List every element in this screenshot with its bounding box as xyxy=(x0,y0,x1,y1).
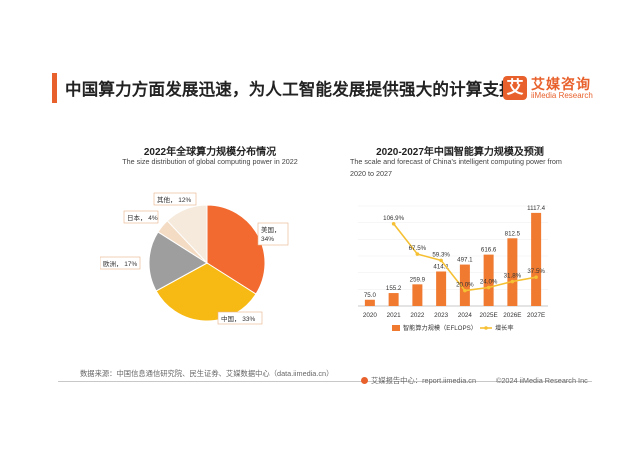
bar xyxy=(388,293,399,306)
brand-logo-icon: 艾 xyxy=(503,76,527,100)
bar-chart-title: 2020-2027年中国智能算力规模及预测 xyxy=(376,147,544,158)
line-point xyxy=(391,221,396,226)
line-value-label: 67.5% xyxy=(409,245,427,252)
x-tick-label: 2025E xyxy=(480,312,498,319)
bar-value-label: 75.0 xyxy=(364,292,377,299)
x-tick-label: 2020 xyxy=(363,312,378,319)
pie-chart-title: 2022年全球算力规模分布情况 xyxy=(143,147,277,158)
bar-chart-subtitle: The scale and forecast of China's intell… xyxy=(350,157,562,178)
brand-name-en: iiMedia Research xyxy=(531,91,593,100)
pie-label: 中国， 33% xyxy=(217,311,263,325)
bar-value-label: 497.1 xyxy=(457,257,473,264)
line-point xyxy=(463,288,467,293)
x-tick-label: 2023 xyxy=(434,312,449,319)
footer-divider xyxy=(58,381,592,382)
bar xyxy=(507,238,518,306)
line-point xyxy=(486,285,491,290)
pie-chart-subtitle: The size distribution of global computin… xyxy=(122,157,298,166)
svg-text:34%: 34% xyxy=(261,236,274,243)
x-tick-label: 2021 xyxy=(387,312,402,319)
pie-chart: 美国， 34% 中国， 33% 欧洲， 17% 日本， 4% 其他， 12% xyxy=(100,192,289,325)
pie-label: 日本， 4% xyxy=(123,210,159,224)
x-tick-label: 2027E xyxy=(527,312,545,319)
pie-label: 其他， 12% xyxy=(153,192,197,206)
x-tick-label: 2026E xyxy=(503,312,521,319)
legend-line-label: 增长率 xyxy=(495,324,514,332)
bar-line-chart: 75.0 2020 155.2 2021 259.9 2022 414.1 2023 497.1… xyxy=(358,205,548,332)
bar-value-label: 259.9 xyxy=(410,276,426,283)
legend: 智能算力规模（EFLOPS） 增长率 xyxy=(392,324,514,332)
line-value-label: 106.9% xyxy=(383,215,404,222)
report-center-link[interactable]: 艾媒报告中心：report.iimedia.cn xyxy=(361,376,476,386)
page-title: 中国算力方面发展迅速，为人工智能发展提供强大的计算支持 xyxy=(65,81,516,99)
legend-bar-swatch xyxy=(392,325,400,331)
svg-text:欧洲， 17%: 欧洲， 17% xyxy=(103,259,138,268)
svg-text:美国，: 美国， xyxy=(261,225,281,234)
bar-value-label: 155.2 xyxy=(386,285,402,292)
pie-slice xyxy=(166,204,208,265)
brand-name-cn: 艾媒咨询 xyxy=(531,76,591,92)
bar-value-label: 616.6 xyxy=(481,247,497,254)
pie-label: 欧洲， 17% xyxy=(100,256,141,270)
bar-value-label: 812.5 xyxy=(505,230,521,237)
line-point xyxy=(439,258,443,263)
bar xyxy=(483,254,494,306)
bar xyxy=(364,299,375,306)
svg-text:其他， 12%: 其他， 12% xyxy=(157,195,192,204)
svg-text:日本， 4%: 日本， 4% xyxy=(127,213,158,222)
svg-text:中国， 33%: 中国， 33% xyxy=(221,314,256,323)
pie-slice xyxy=(148,231,208,292)
line-value-label: 37.5% xyxy=(527,268,545,275)
title-accent-bar xyxy=(52,73,57,103)
line-value-label: 31.8% xyxy=(504,273,522,280)
x-tick-label: 2024 xyxy=(458,312,473,319)
report-center-icon xyxy=(361,377,368,384)
line-point xyxy=(415,252,420,256)
data-source: 数据来源：中国信息通信研究院、民生证券、艾媒数据中心（data.iimedia.… xyxy=(80,369,334,378)
bar-value-label: 414.1 xyxy=(433,263,449,270)
copyright: ©2024 iiMedia Research Inc xyxy=(496,376,588,385)
bar xyxy=(459,264,470,306)
bar-value-label: 1117.4 xyxy=(527,205,546,212)
line-value-label: 59.3% xyxy=(432,251,450,258)
bar xyxy=(531,212,542,306)
line-value-label: 24.0% xyxy=(480,279,498,286)
line-point xyxy=(510,279,515,284)
x-tick-label: 2022 xyxy=(410,312,425,319)
bar xyxy=(436,271,447,306)
report-center-text: 艾媒报告中心：report.iimedia.cn xyxy=(371,376,477,385)
line-value-label: 20.0% xyxy=(456,282,474,289)
line-point xyxy=(534,275,538,279)
pie-label: 美国， 34% xyxy=(257,222,289,246)
bar xyxy=(412,284,423,306)
legend-bar-label: 智能算力规模（EFLOPS） xyxy=(403,324,477,332)
